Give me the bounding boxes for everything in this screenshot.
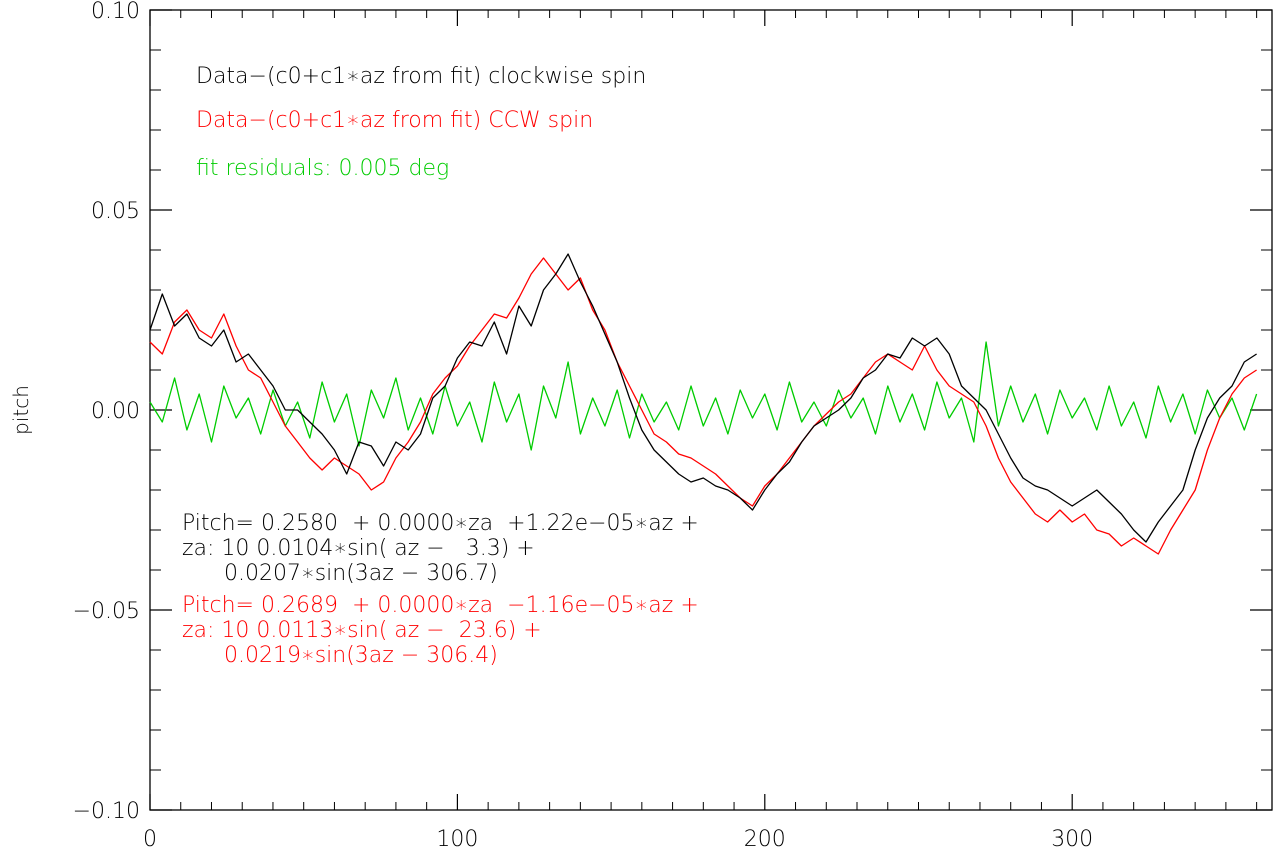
annotation-line: Pitch= 0.2580 + 0.0000∗za +1.22e−05∗az + [182, 511, 699, 536]
annotation-line: 0.0219∗sin(3az − 306.4) [182, 643, 498, 668]
y-tick-label: 0.00 [91, 399, 140, 424]
fit-annotation-ccw: Pitch= 0.2689 + 0.0000∗za −1.16e−05∗az +… [182, 593, 699, 668]
series-1 [149, 257, 1257, 555]
x-tick-label: 200 [744, 827, 786, 852]
series-line [149, 257, 1257, 555]
y-axis-label: pitch [9, 385, 33, 435]
x-tick-label: 100 [436, 827, 478, 852]
series-line [149, 341, 1258, 451]
series-0 [149, 253, 1257, 543]
axis-ticks: 0 100 200 300 −0.10 −0.05 0.00 0.05 0.10 [73, 0, 1272, 852]
annotation-line: za: 10 0.0113∗sin( az − 23.6) + [182, 618, 542, 643]
series-line [149, 253, 1257, 543]
legend-entry-residuals: fit residuals: 0.005 deg [196, 156, 449, 181]
legend-entry-ccw: Data−(c0+c1∗az from fit) CCW spin [196, 108, 593, 133]
y-tick-label: −0.05 [73, 599, 140, 624]
x-tick-label: 0 [143, 827, 157, 852]
series-layer [149, 253, 1258, 555]
y-tick-label: −0.10 [73, 799, 140, 824]
y-tick-label: 0.10 [91, 0, 140, 24]
series-2 [149, 341, 1258, 451]
y-tick-label: 0.05 [91, 199, 140, 224]
legend: Data−(c0+c1∗az from fit) clockwise spin … [196, 64, 646, 181]
legend-entry-clockwise: Data−(c0+c1∗az from fit) clockwise spin [196, 64, 646, 89]
annotation-line: 0.0207∗sin(3az − 306.7) [182, 561, 498, 586]
annotation-line: Pitch= 0.2689 + 0.0000∗za −1.16e−05∗az + [182, 593, 699, 618]
x-tick-label: 300 [1051, 827, 1093, 852]
annotation-line: za: 10 0.0104∗sin( az − 3.3) + [182, 536, 535, 561]
fit-annotation-clockwise: Pitch= 0.2580 + 0.0000∗za +1.22e−05∗az +… [182, 511, 699, 586]
